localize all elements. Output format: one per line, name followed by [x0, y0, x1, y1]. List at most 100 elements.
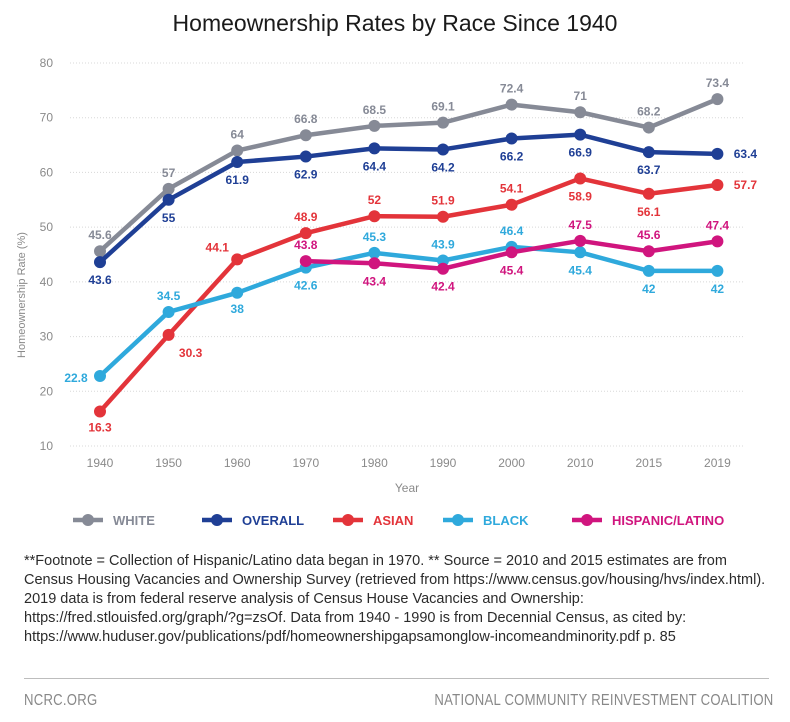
y-axis-ticks: 10 20 30 40 50 60 70 80 — [40, 56, 54, 453]
data-label-overall: 55 — [162, 211, 176, 225]
data-point-white — [642, 121, 655, 134]
legend-item-overall: OVERALL — [202, 513, 304, 528]
legend-label: OVERALL — [242, 513, 304, 528]
data-label-hispanic-latino: 42.4 — [431, 280, 455, 294]
footer-org-name: NATIONAL COMMUNITY REINVESTMENT COALITIO… — [434, 692, 774, 709]
legend-swatch-marker — [452, 514, 464, 526]
data-label-white: 71 — [574, 89, 588, 103]
data-point-overall — [299, 150, 312, 163]
series-asian — [94, 172, 724, 418]
data-point-black — [162, 305, 175, 318]
data-point-asian — [94, 405, 106, 418]
data-point-overall — [437, 143, 449, 156]
data-label-asian: 52 — [368, 193, 382, 207]
data-label-hispanic-latino: 43.8 — [294, 238, 318, 252]
data-label-white: 68.5 — [363, 103, 387, 117]
data-point-asian — [642, 187, 655, 200]
series-line-white — [98, 97, 719, 253]
data-label-overall: 62.9 — [294, 168, 318, 182]
data-label-hispanic-latino: 47.5 — [569, 218, 593, 232]
legend-label: HISPANIC/LATINO — [612, 513, 724, 528]
line-chart: Homeownership Rates by Race Since 1940 1… — [16, 10, 757, 528]
data-point-white — [94, 245, 106, 258]
data-point-hispanic-latino — [574, 234, 587, 247]
data-point-hispanic-latino — [505, 246, 518, 259]
y-axis-label: Homeownership Rate (%) — [16, 232, 28, 358]
legend-item-hispanic-latino: HISPANIC/LATINO — [572, 513, 724, 528]
data-label-overall: 63.4 — [734, 147, 758, 161]
data-label-black: 43.9 — [431, 238, 455, 252]
data-point-white — [368, 119, 381, 132]
series-line-overall — [98, 132, 718, 264]
data-label-black: 45.3 — [363, 230, 387, 244]
legend-swatch-marker — [211, 514, 223, 526]
data-label-asian: 54.1 — [500, 182, 524, 196]
data-label-hispanic-latino: 45.4 — [500, 263, 524, 277]
data-label-black: 46.4 — [500, 224, 524, 238]
data-label-asian: 16.3 — [88, 421, 112, 435]
x-axis-ticks: 1940 1950 1960 1970 1980 1990 2000 2010 2015 2019 — [87, 456, 731, 470]
series-line-black — [98, 244, 718, 378]
legend-label: BLACK — [483, 513, 529, 528]
data-point-overall — [94, 256, 106, 269]
data-point-black — [231, 286, 244, 299]
y-tick-label: 50 — [40, 220, 54, 234]
footer-site: NCRC.ORG — [24, 692, 98, 709]
y-tick-label: 60 — [40, 165, 54, 179]
legend-swatch-marker — [581, 514, 593, 526]
data-label-asian: 51.9 — [431, 194, 455, 208]
data-point-white — [162, 182, 175, 195]
data-point-asian — [505, 198, 518, 211]
data-label-white: 72.4 — [500, 82, 524, 96]
data-point-white — [299, 129, 312, 142]
x-tick-label: 1950 — [155, 456, 182, 470]
data-label-hispanic-latino: 47.4 — [706, 218, 730, 232]
data-point-black — [574, 246, 587, 259]
y-tick-label: 30 — [40, 330, 54, 344]
data-label-hispanic-latino: 43.4 — [363, 274, 387, 288]
data-label-white: 64 — [231, 128, 245, 142]
data-label-black: 34.5 — [157, 289, 181, 303]
x-tick-label: 1980 — [361, 456, 388, 470]
data-point-overall — [574, 128, 587, 141]
data-label-white: 66.8 — [294, 112, 318, 126]
data-label-black: 42.6 — [294, 279, 318, 293]
data-label-overall: 63.7 — [637, 163, 661, 177]
data-label-asian: 58.9 — [569, 189, 593, 203]
data-label-overall: 66.9 — [569, 146, 593, 160]
data-point-white — [231, 144, 244, 157]
data-label-white: 68.2 — [637, 105, 661, 119]
data-point-asian — [437, 210, 449, 223]
data-point-hispanic-latino — [711, 235, 724, 248]
data-label-overall: 64.2 — [431, 160, 455, 174]
legend-swatch-marker — [342, 514, 354, 526]
data-label-black: 42 — [711, 282, 725, 296]
data-label-black: 38 — [231, 302, 245, 316]
legend-label: WHITE — [113, 513, 155, 528]
legend-item-black: BLACK — [443, 513, 529, 528]
legend: WHITE OVERALL ASIAN BLACK HISPANIC/LATINO — [73, 513, 724, 528]
data-label-overall: 61.9 — [226, 173, 250, 187]
series-hispanic-latino — [299, 234, 724, 275]
data-label-white: 73.4 — [706, 76, 730, 90]
x-tick-label: 2000 — [498, 456, 525, 470]
data-point-hispanic-latino — [437, 262, 449, 275]
x-axis-label: Year — [395, 481, 419, 495]
legend-label: ASIAN — [373, 513, 413, 528]
x-tick-label: 2010 — [567, 456, 594, 470]
data-point-black — [437, 254, 449, 267]
data-label-overall: 43.6 — [88, 273, 112, 287]
x-tick-label: 2015 — [635, 456, 662, 470]
series-group — [94, 93, 724, 418]
y-tick-label: 40 — [40, 275, 54, 289]
x-tick-label: 1970 — [292, 456, 319, 470]
series-line-asian — [98, 176, 718, 414]
x-tick-label: 1960 — [224, 456, 251, 470]
data-point-asian — [574, 172, 587, 185]
footer-divider — [24, 678, 769, 679]
chart-title: Homeownership Rates by Race Since 1940 — [173, 10, 618, 36]
data-point-black — [711, 264, 724, 277]
data-point-asian — [368, 210, 381, 223]
legend-item-asian: ASIAN — [333, 513, 413, 528]
data-labels: 45.6 57 64 66.8 68.5 69.1 72.4 71 68.2 73.4 43.6 55… — [64, 76, 757, 434]
